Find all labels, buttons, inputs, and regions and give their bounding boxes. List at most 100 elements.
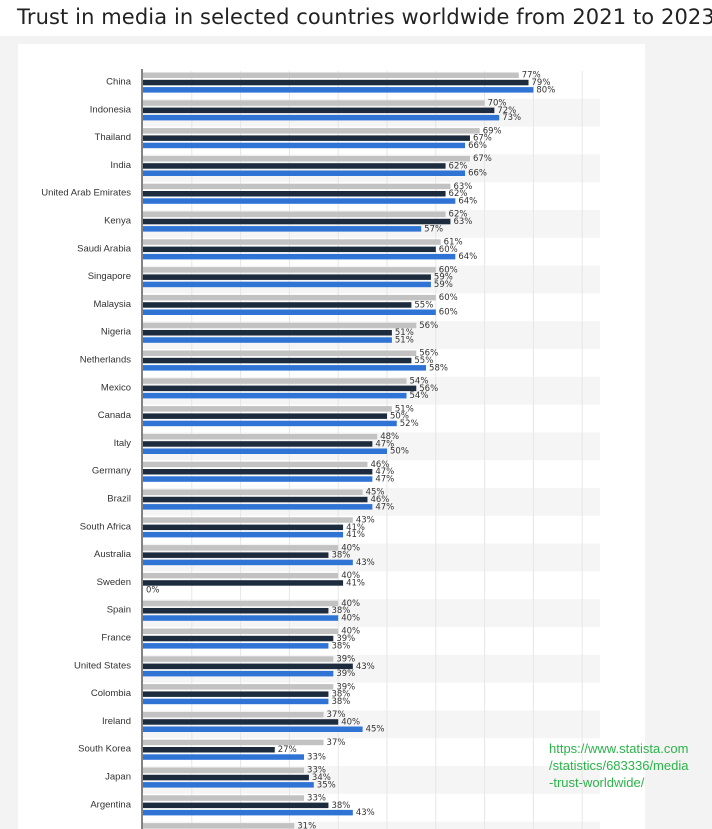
source-line-2[interactable]: /statistics/683336/media <box>549 758 689 773</box>
bar <box>143 711 324 718</box>
bar <box>143 128 480 134</box>
category-label: Kenya <box>104 216 132 227</box>
data-label: 54% <box>410 377 429 387</box>
bar <box>143 385 417 392</box>
bar <box>143 281 431 288</box>
bar <box>143 767 305 773</box>
bar <box>143 309 436 315</box>
bar <box>143 580 344 586</box>
bar <box>143 802 329 809</box>
category-label: South Korea <box>78 744 132 755</box>
data-label: 79% <box>532 78 551 88</box>
data-label: 62% <box>449 210 468 220</box>
bar <box>143 448 387 454</box>
bar <box>143 79 529 86</box>
data-label: 37% <box>327 738 346 748</box>
bar <box>143 635 334 642</box>
bar <box>143 524 344 531</box>
category-label: France <box>101 633 131 644</box>
bar <box>143 294 436 301</box>
category-label: Malaysia <box>94 299 132 310</box>
source-url[interactable]: https://www.statista.com /statistics/683… <box>549 740 709 791</box>
data-label: 40% <box>341 571 360 581</box>
bar <box>143 489 363 495</box>
data-label: 35% <box>317 780 336 790</box>
bar <box>143 100 485 106</box>
category-label: Germany <box>92 466 131 477</box>
category-label: Saudi Arabia <box>77 243 132 254</box>
data-label: 63% <box>453 182 472 192</box>
source-line-1[interactable]: https://www.statista.com <box>549 741 689 756</box>
data-label: 67% <box>473 154 492 164</box>
data-label: 69% <box>483 126 502 136</box>
data-label: 33% <box>307 794 326 804</box>
data-label: 45% <box>366 488 385 498</box>
data-label: 62% <box>449 189 468 199</box>
bar <box>143 719 339 725</box>
data-label: 59% <box>434 273 453 283</box>
data-label: 56% <box>419 384 438 394</box>
category-label: South Africa <box>80 521 132 532</box>
bar <box>143 142 466 149</box>
bar <box>143 782 314 788</box>
data-label: 64% <box>458 197 477 207</box>
bar <box>143 608 329 614</box>
category-label: Netherlands <box>80 355 131 366</box>
data-label: 55% <box>414 300 433 310</box>
bar <box>143 545 339 551</box>
bar <box>143 420 397 427</box>
data-label: 61% <box>444 238 463 248</box>
data-label: 52% <box>400 419 419 429</box>
category-label: Brazil <box>107 494 131 505</box>
bar <box>143 114 500 121</box>
bar <box>143 322 417 329</box>
bar <box>143 135 470 141</box>
bar <box>143 337 392 343</box>
bar <box>143 365 427 371</box>
bar <box>143 350 417 356</box>
page-title: Trust in media in selected countries wor… <box>17 5 712 29</box>
bar <box>143 552 329 558</box>
bar <box>143 559 353 566</box>
data-label: 57% <box>424 224 443 234</box>
data-label: 67% <box>473 134 492 144</box>
bar <box>143 211 446 217</box>
data-label: 60% <box>439 245 458 255</box>
category-label: United Arab Emirates <box>41 188 131 199</box>
data-label: 34% <box>312 773 331 783</box>
source-line-3[interactable]: -trust-worldwide/ <box>549 775 645 790</box>
data-label: 0% <box>146 586 160 596</box>
bar <box>143 691 329 697</box>
bar <box>143 823 295 829</box>
bar <box>143 246 436 253</box>
data-label: 40% <box>341 627 360 637</box>
bar <box>143 226 422 232</box>
data-label: 56% <box>419 321 438 331</box>
data-label: 51% <box>395 404 414 414</box>
bar <box>143 191 446 197</box>
data-label: 33% <box>307 753 326 763</box>
data-label: 50% <box>390 447 409 457</box>
category-label: Mexico <box>101 382 131 393</box>
bar <box>143 739 324 746</box>
bar <box>143 663 353 670</box>
data-label: 48% <box>380 432 399 442</box>
data-label: 77% <box>522 71 541 81</box>
bar <box>143 330 392 336</box>
data-label: 39% <box>336 655 355 665</box>
bar <box>143 754 305 760</box>
bar <box>143 274 431 280</box>
data-label: 38% <box>331 641 350 651</box>
data-label: 47% <box>375 475 394 485</box>
data-label: 43% <box>356 558 375 568</box>
data-label: 40% <box>341 614 360 624</box>
data-label: 64% <box>458 252 477 262</box>
data-label: 54% <box>410 391 429 401</box>
bar <box>143 87 534 93</box>
data-label: 66% <box>468 141 487 151</box>
data-label: 46% <box>370 460 389 470</box>
bar <box>143 496 368 503</box>
category-label: Indonesia <box>90 104 132 115</box>
data-label: 40% <box>341 599 360 609</box>
